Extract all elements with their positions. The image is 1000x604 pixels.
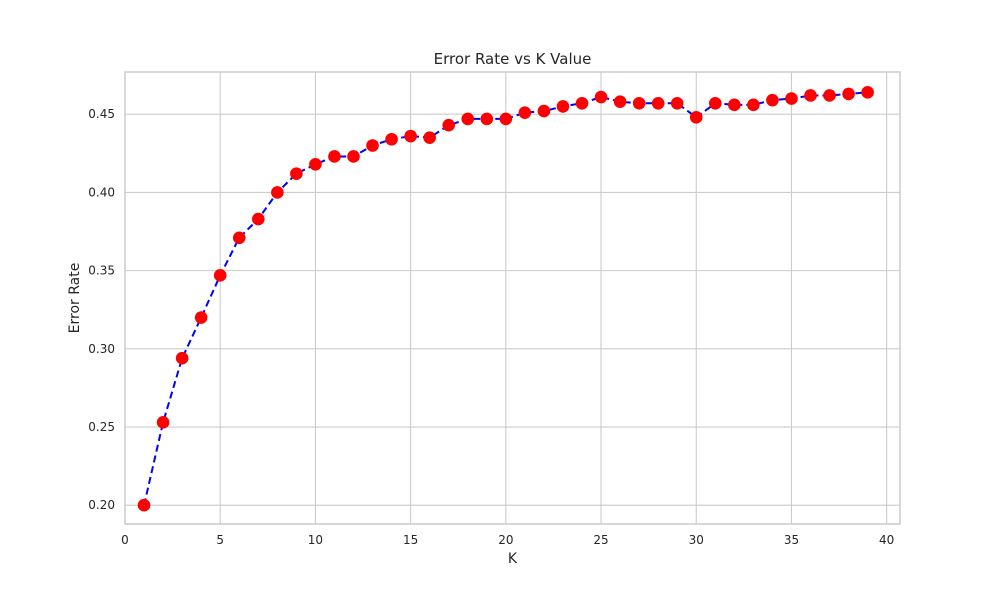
data-point	[232, 231, 246, 245]
data-point	[537, 104, 551, 118]
data-point	[747, 98, 760, 112]
data-point	[309, 157, 322, 171]
data-point	[480, 112, 494, 126]
series-line	[143, 91, 868, 506]
data-point	[385, 132, 398, 146]
data-points	[137, 86, 874, 512]
data-point	[785, 92, 798, 105]
data-point	[632, 96, 646, 110]
data-point	[804, 89, 817, 102]
data-point	[689, 111, 703, 124]
data-point	[442, 118, 456, 132]
data-point	[556, 100, 570, 113]
data-point	[290, 167, 303, 180]
data-point	[137, 498, 151, 512]
data-point	[728, 98, 741, 112]
data-point	[823, 89, 836, 102]
data-point	[594, 90, 608, 104]
data-point	[251, 212, 265, 226]
y-tick-label: 0.30	[88, 342, 115, 356]
data-point	[347, 150, 360, 163]
y-tick-label: 0.25	[88, 420, 115, 434]
y-axis-label: Error Rate	[67, 263, 83, 334]
data-point	[842, 87, 855, 101]
x-tick-label: 20	[498, 533, 513, 547]
plot-frame	[124, 71, 901, 525]
data-point	[575, 96, 589, 110]
data-point	[156, 416, 170, 429]
data-point	[175, 351, 189, 365]
data-point	[651, 96, 665, 110]
x-tick-label: 30	[689, 533, 704, 547]
data-point	[366, 139, 379, 152]
grid-lines	[124, 72, 900, 524]
data-point	[194, 311, 208, 324]
data-point	[518, 106, 532, 119]
x-tick-label: 25	[593, 533, 608, 547]
y-tick-label: 0.40	[88, 185, 115, 199]
data-point	[461, 112, 475, 126]
x-tick-label: 0	[121, 533, 129, 547]
chart-title: Error Rate vs K Value	[434, 50, 592, 68]
data-point	[423, 131, 436, 144]
x-tick-label: 15	[403, 533, 418, 547]
data-point	[271, 186, 284, 199]
x-axis-label: K	[508, 551, 518, 567]
data-point	[670, 96, 684, 110]
data-point	[708, 96, 722, 110]
x-tick-label: 5	[216, 533, 224, 547]
data-point	[861, 86, 874, 99]
x-tick-label: 35	[784, 533, 799, 547]
data-point	[613, 95, 627, 109]
data-point	[213, 269, 227, 282]
data-point	[328, 150, 341, 163]
plot-area	[125, 72, 900, 524]
data-point	[766, 93, 779, 107]
y-tick-label: 0.45	[88, 107, 115, 121]
tick-labels: 0 5 10 15 20 25 30 35 40 0.20 0.25 0.30 0.35 0.40 0.45	[88, 107, 894, 547]
x-tick-label: 40	[879, 533, 894, 547]
y-tick-label: 0.35	[88, 264, 115, 278]
x-tick-label: 10	[308, 533, 323, 547]
data-point	[404, 129, 417, 143]
data-point	[499, 112, 513, 126]
y-tick-label: 0.20	[88, 498, 115, 512]
series-line-group	[143, 91, 868, 506]
